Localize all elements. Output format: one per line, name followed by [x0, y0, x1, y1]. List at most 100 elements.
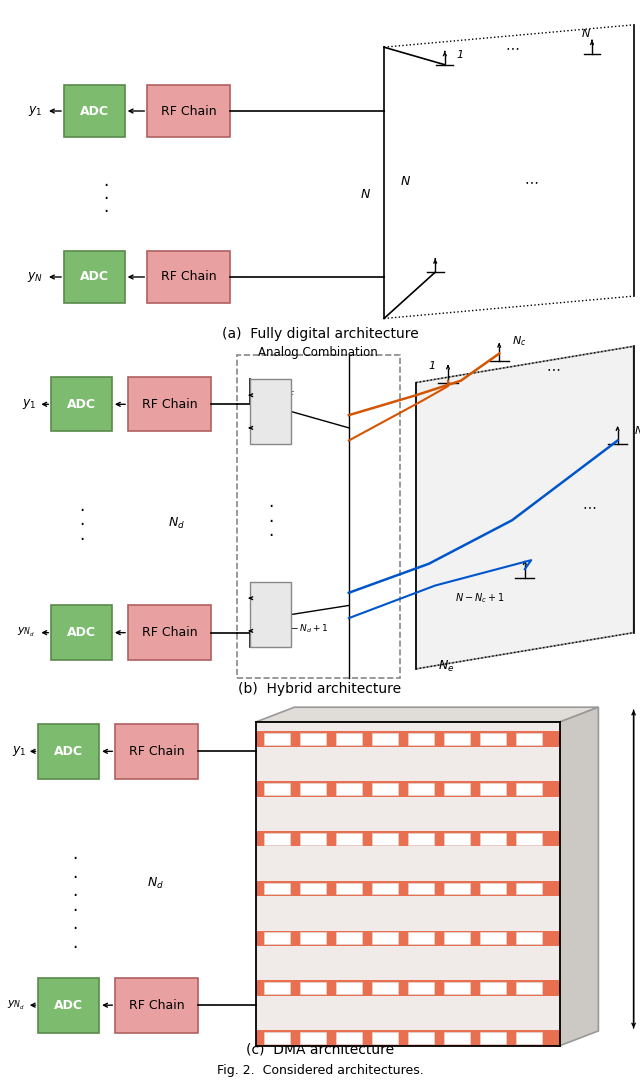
Text: .: . — [103, 185, 108, 203]
Text: .: . — [72, 882, 78, 900]
Bar — [336, 982, 362, 994]
Bar — [256, 731, 560, 747]
Bar — [115, 978, 198, 1032]
Bar — [516, 1032, 542, 1044]
Bar — [408, 833, 434, 845]
Bar — [480, 734, 506, 745]
Text: .: . — [79, 512, 84, 529]
Bar — [516, 933, 542, 945]
Text: $N$: $N$ — [400, 174, 411, 188]
Bar — [250, 379, 291, 445]
Text: $N$: $N$ — [282, 588, 291, 599]
Bar — [516, 734, 542, 745]
Bar — [372, 734, 398, 745]
Bar — [264, 1032, 290, 1044]
Bar — [264, 783, 290, 795]
Bar — [128, 606, 211, 660]
Text: ADC: ADC — [54, 999, 83, 1012]
Text: $\cdots$: $\cdots$ — [505, 40, 519, 54]
Bar — [444, 933, 470, 945]
Text: .: . — [79, 526, 84, 544]
Bar — [237, 355, 400, 678]
Text: $y_{N_d}$: $y_{N_d}$ — [17, 626, 35, 639]
Text: $y_{N_d}$: $y_{N_d}$ — [7, 999, 25, 1012]
Text: .: . — [268, 507, 273, 526]
Bar — [444, 783, 470, 795]
Bar — [480, 783, 506, 795]
Text: $\cdots$: $\cdots$ — [582, 499, 596, 513]
Text: .: . — [72, 915, 78, 934]
Text: $N$: $N$ — [360, 187, 371, 200]
Text: .: . — [268, 523, 273, 540]
Bar — [336, 933, 362, 945]
Bar — [480, 933, 506, 945]
Text: $N$: $N$ — [580, 27, 591, 39]
Bar — [372, 982, 398, 994]
Bar — [38, 724, 99, 779]
Text: .: . — [72, 863, 78, 882]
Bar — [147, 251, 230, 303]
Bar — [300, 982, 326, 994]
Text: $N_d$: $N_d$ — [147, 876, 164, 892]
Text: Analog Combination: Analog Combination — [258, 346, 378, 359]
Text: ADC: ADC — [67, 398, 96, 411]
Polygon shape — [416, 346, 634, 669]
Bar — [444, 734, 470, 745]
Bar — [516, 783, 542, 795]
Bar — [444, 833, 470, 845]
Text: $N_c$: $N_c$ — [282, 384, 295, 397]
Text: ADC: ADC — [67, 626, 96, 639]
Bar — [408, 734, 434, 745]
Text: ADC: ADC — [80, 105, 109, 118]
Bar — [408, 883, 434, 895]
Text: Fig. 2.  Considered architectures.: Fig. 2. Considered architectures. — [216, 1064, 424, 1077]
Bar — [444, 982, 470, 994]
Bar — [51, 606, 112, 660]
Bar — [256, 722, 560, 1045]
Bar — [64, 251, 125, 303]
Text: ADC: ADC — [80, 270, 109, 283]
Text: RF Chain: RF Chain — [129, 999, 184, 1012]
Text: $N_e$: $N_e$ — [438, 659, 454, 674]
Bar — [300, 783, 326, 795]
Bar — [128, 378, 211, 432]
Bar — [444, 1032, 470, 1044]
Text: .: . — [103, 198, 108, 215]
Bar — [480, 883, 506, 895]
Text: 1: 1 — [428, 361, 435, 371]
Bar — [264, 933, 290, 945]
Text: $N$: $N$ — [634, 424, 640, 436]
Bar — [336, 883, 362, 895]
Text: .: . — [268, 493, 273, 511]
Text: $y_1$: $y_1$ — [28, 104, 42, 118]
Bar — [516, 833, 542, 845]
Bar — [256, 881, 560, 896]
Text: RF Chain: RF Chain — [129, 744, 184, 757]
Text: RF Chain: RF Chain — [142, 626, 197, 639]
Text: RF Chain: RF Chain — [161, 105, 216, 118]
Bar — [300, 1032, 326, 1044]
Bar — [115, 724, 198, 779]
Bar — [516, 883, 542, 895]
Text: .: . — [72, 845, 78, 863]
Bar — [336, 783, 362, 795]
Bar — [264, 833, 290, 845]
Text: $y_N$: $y_N$ — [27, 270, 44, 283]
Bar — [51, 378, 112, 432]
Bar — [336, 1032, 362, 1044]
Bar — [372, 1032, 398, 1044]
Text: $N-N_c+1$: $N-N_c+1$ — [455, 591, 505, 605]
Text: $y_1$: $y_1$ — [22, 397, 36, 411]
Text: (b)  Hybrid architecture: (b) Hybrid architecture — [239, 682, 401, 696]
Text: $y_1$: $y_1$ — [12, 744, 26, 758]
Bar — [300, 833, 326, 845]
Bar — [264, 883, 290, 895]
Bar — [408, 1032, 434, 1044]
Bar — [372, 883, 398, 895]
Text: .: . — [72, 934, 78, 952]
Polygon shape — [560, 708, 598, 1045]
Text: $N_c$: $N_c$ — [512, 334, 527, 347]
Bar — [408, 783, 434, 795]
Bar — [372, 933, 398, 945]
Bar — [256, 980, 560, 995]
